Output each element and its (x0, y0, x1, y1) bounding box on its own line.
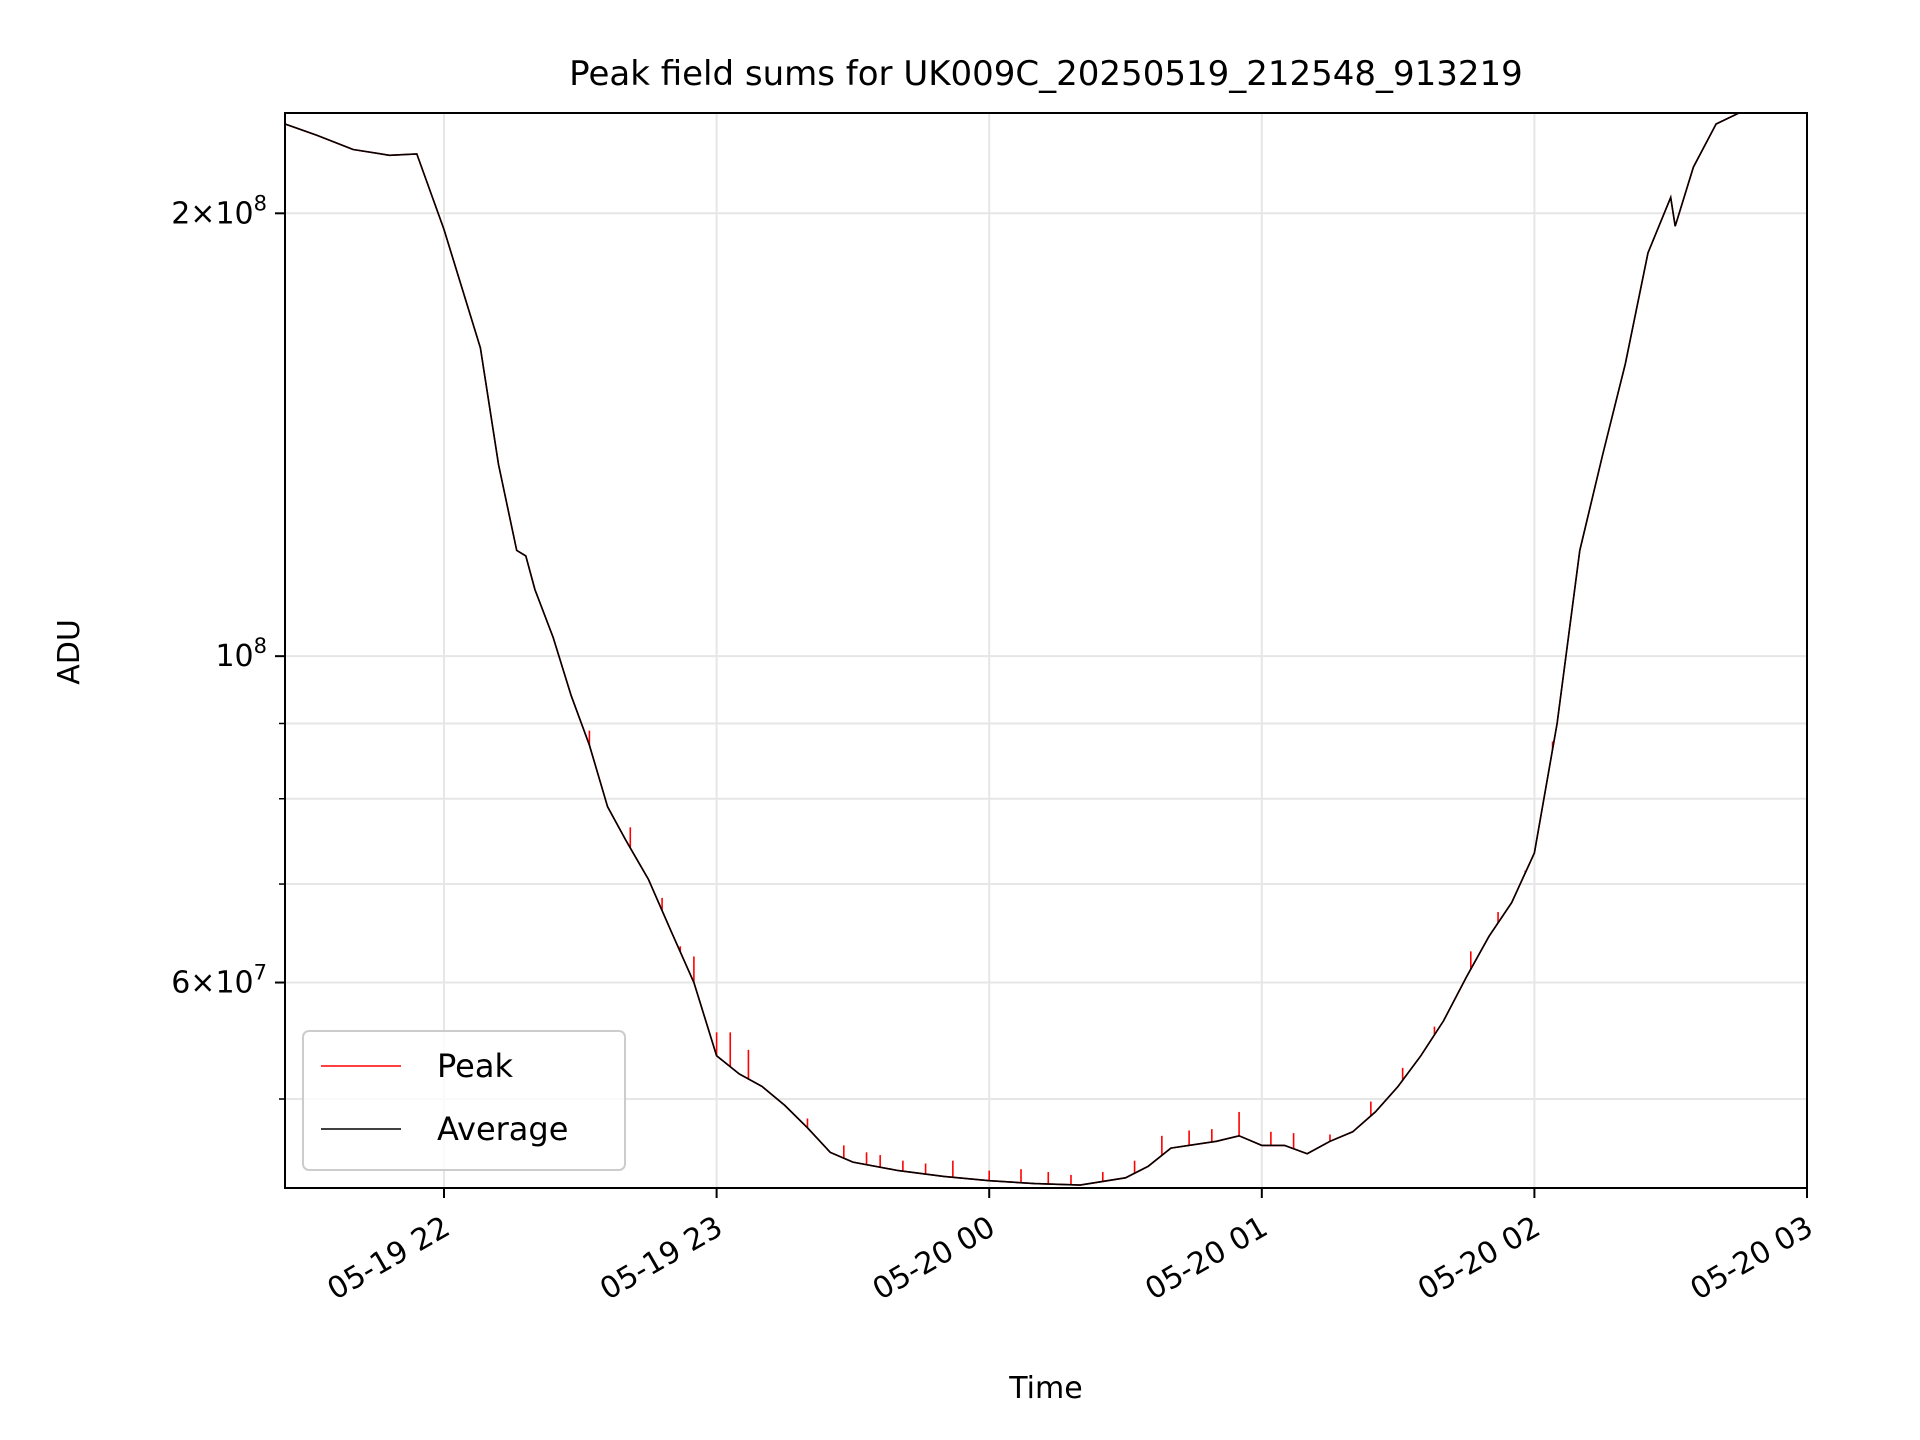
plot-frame (284, 112, 1808, 1189)
legend-peak-label: Peak (437, 1047, 513, 1085)
series-average (284, 112, 1807, 1186)
y-axis: 6×107 108 2×108 (171, 191, 285, 1100)
x-axis-label: Time (1008, 1371, 1082, 1406)
chart-title: Peak field sums for UK009C_20250519_2125… (569, 54, 1523, 94)
average-line (284, 112, 1807, 1186)
y-tick-label: 6×107 (171, 961, 267, 1001)
y-axis-label: ADU (52, 619, 87, 685)
legend-average-label: Average (437, 1110, 568, 1148)
legend: Peak Average (302, 1030, 626, 1171)
y-tick-label: 2×108 (171, 191, 267, 231)
y-tick-label: 108 (215, 634, 267, 674)
